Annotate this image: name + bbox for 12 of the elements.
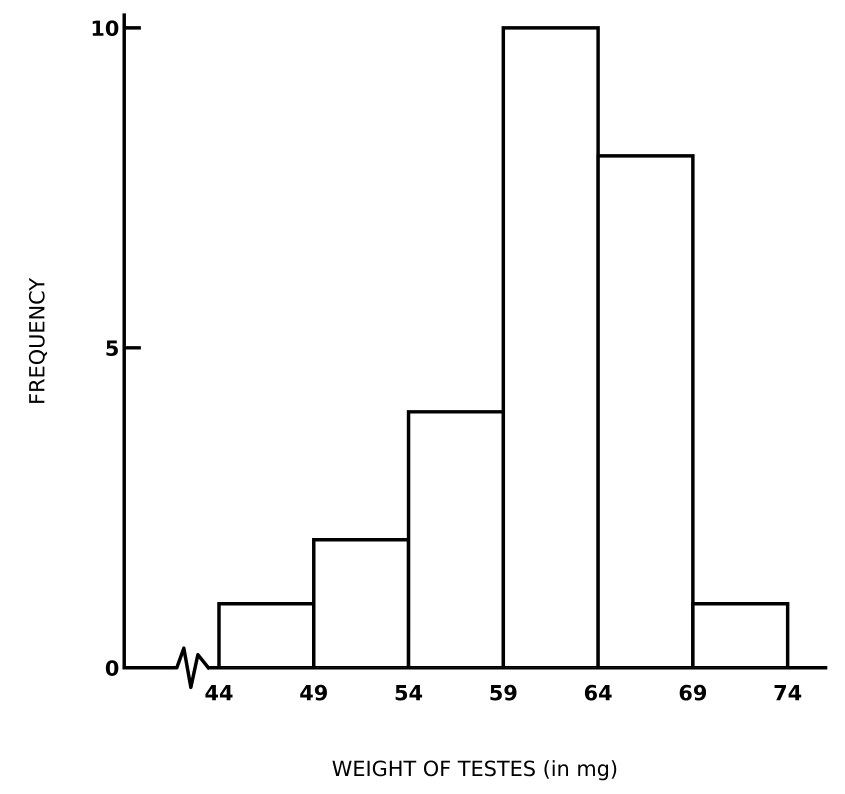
y-axis-title: FREQUENCY xyxy=(28,278,48,403)
y-tick-label: 0 xyxy=(106,660,118,676)
x-tick-label: 59 xyxy=(490,684,516,701)
x-tick-label: 64 xyxy=(584,684,612,701)
x-tick-label: 74 xyxy=(774,685,802,700)
x-tick-label: 49 xyxy=(300,684,327,701)
y-tick-label: 5 xyxy=(106,340,118,356)
y-tick-label: 10 xyxy=(92,20,118,36)
x-axis-title: WEIGHT OF TESTES (in mg) xyxy=(332,760,616,780)
x-tick-label: 69 xyxy=(680,684,706,701)
x-tick-label: 44 xyxy=(205,685,233,700)
x-tick-label: 54 xyxy=(396,685,422,701)
